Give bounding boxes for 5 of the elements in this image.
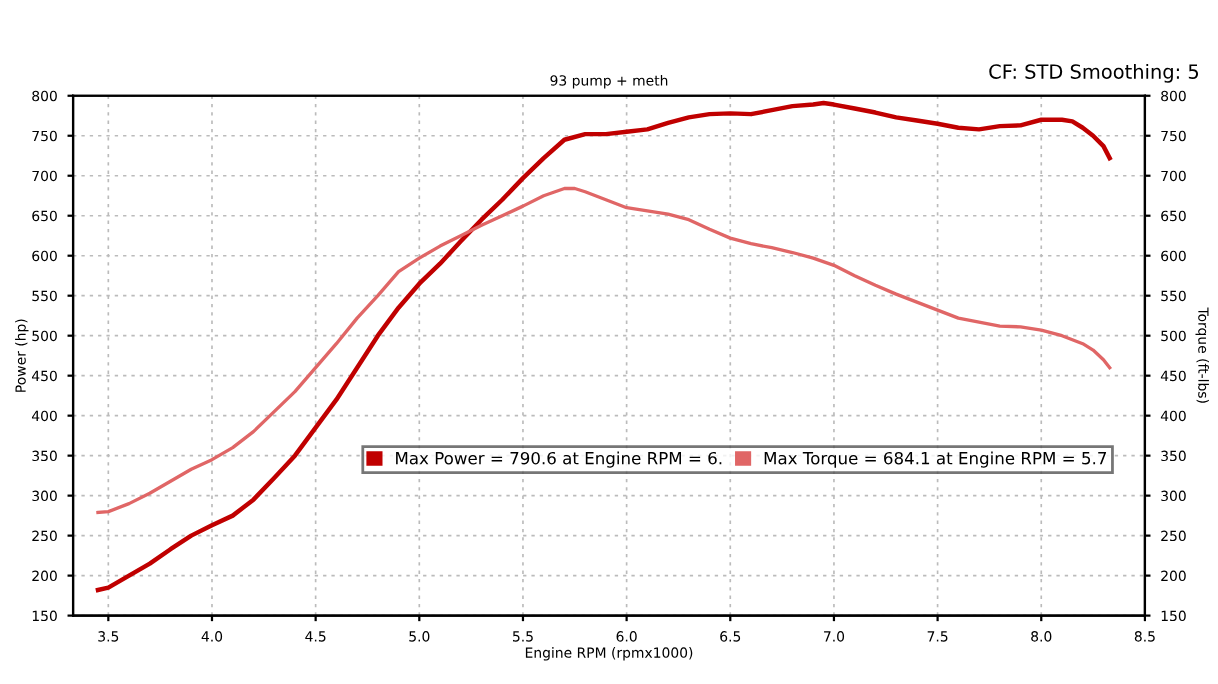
legend-label: Max Power = 790.6 at Engine RPM = 6. bbox=[396, 451, 722, 468]
line-series bbox=[96, 186, 1112, 515]
text: CF: STD Smoothing: 5 bbox=[989, 63, 1199, 83]
line-series bbox=[95, 100, 1112, 593]
legend-label: Max Torque = 684.1 at Engine RPM = 5.7 bbox=[764, 451, 1107, 468]
